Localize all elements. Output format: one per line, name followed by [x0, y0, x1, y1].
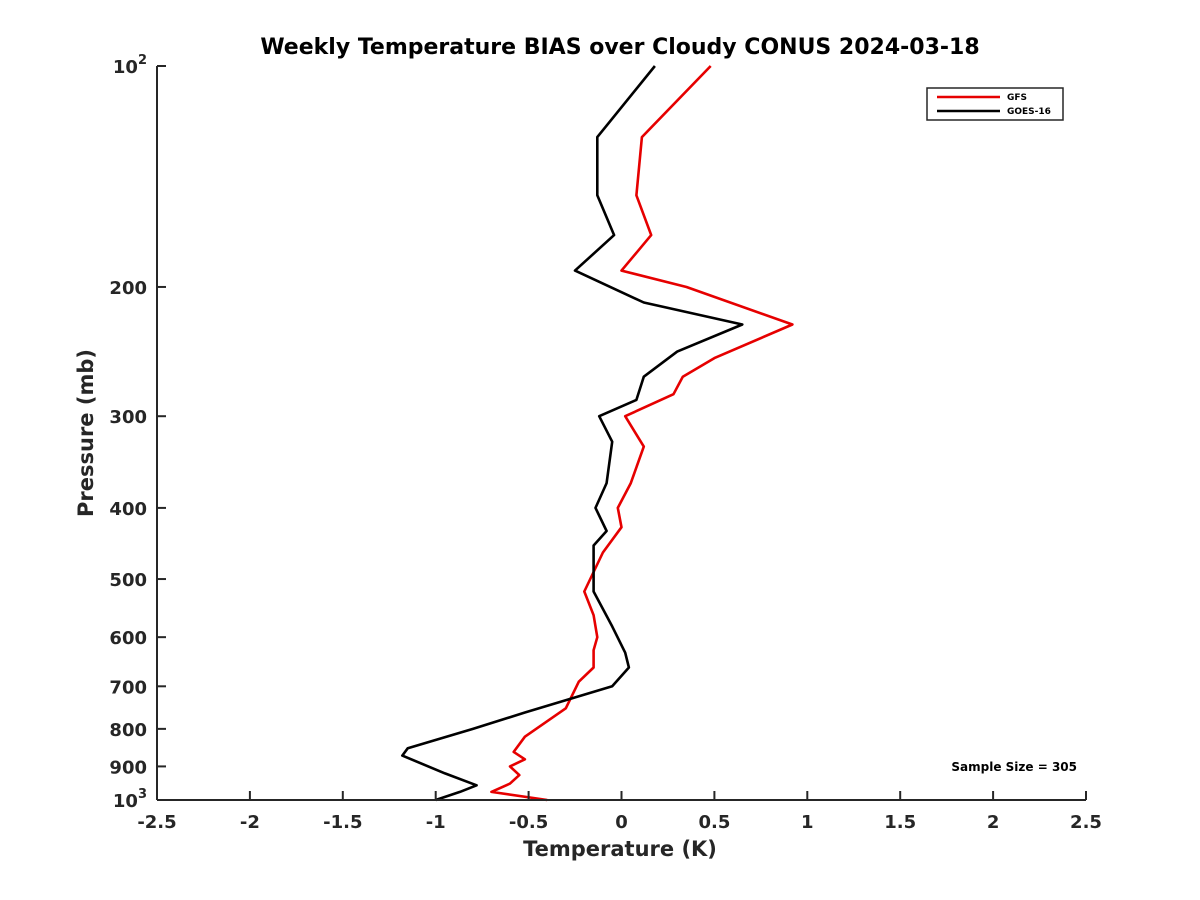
x-tick-label: 0 — [615, 812, 628, 833]
y-tick-label: 800 — [109, 720, 147, 741]
x-tick-label: 2 — [987, 812, 1000, 833]
x-axis-label: Temperature (K) — [523, 837, 717, 861]
x-tick-label: 1.5 — [884, 812, 916, 833]
y-axis-label: Pressure (mb) — [74, 349, 98, 517]
x-tick-label: -0.5 — [509, 812, 548, 833]
y-tick-label: 300 — [109, 407, 147, 428]
x-tick-label: -2.5 — [137, 812, 176, 833]
y-tick-label: 700 — [109, 677, 147, 698]
y-tick-label: 103 — [113, 787, 147, 812]
series-layer — [401, 65, 794, 802]
x-tick-label: 2.5 — [1070, 812, 1102, 833]
y-tick-label: 200 — [109, 278, 147, 299]
axes-layer: -2.5 -2 -1.5 -1 -0.5 0 0.5 1 1.5 2 2.5 102 200 300 400… — [109, 53, 1102, 833]
series-line-goes-16 — [401, 65, 744, 802]
chart-title: Weekly Temperature BIAS over Cloudy CONU… — [260, 35, 979, 60]
y-tick-label: 500 — [109, 570, 147, 591]
series-line-gfs — [490, 65, 794, 802]
sample-size-annotation: Sample Size = 305 — [951, 760, 1077, 774]
x-tick-label: 1 — [801, 812, 814, 833]
legend-label-gfs: GFS — [1007, 93, 1027, 103]
legend: GFS GOES-16 — [926, 87, 1064, 121]
y-tick-label: 900 — [109, 757, 147, 778]
y-tick-label: 102 — [113, 53, 147, 78]
y-tick-label: 400 — [109, 499, 147, 520]
plot-area: -2.5 -2 -1.5 -1 -0.5 0 0.5 1 1.5 2 2.5 102 200 300 400… — [109, 53, 1102, 833]
x-tick-label: -1.5 — [323, 812, 362, 833]
x-tick-label: -1 — [426, 812, 446, 833]
y-tick-label: 600 — [109, 628, 147, 649]
legend-label-goes-16: GOES-16 — [1007, 107, 1051, 117]
x-tick-label: 0.5 — [698, 812, 730, 833]
x-tick-label: -2 — [240, 812, 260, 833]
legend-box — [926, 87, 1064, 121]
